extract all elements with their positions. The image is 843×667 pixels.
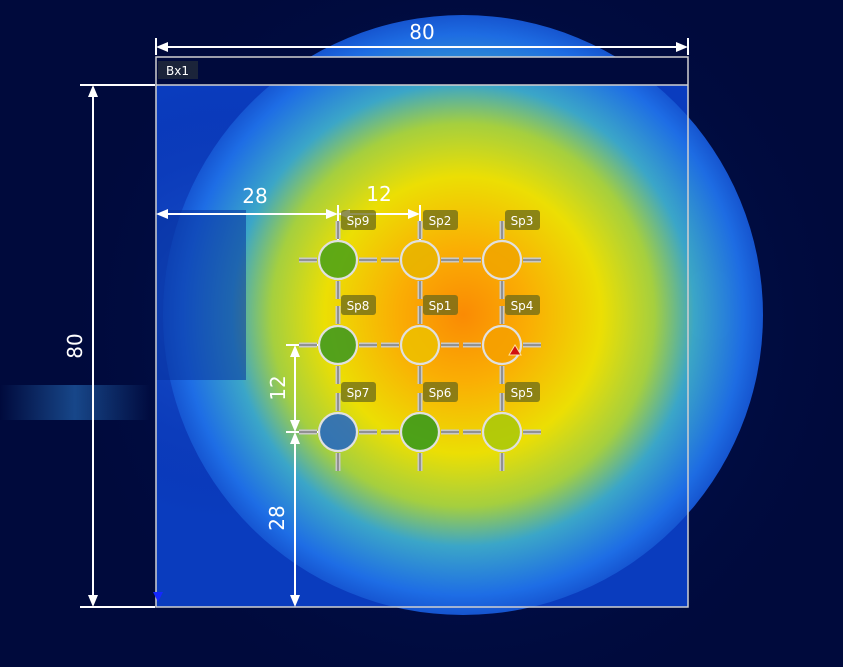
box-width-value: 80 [409,20,434,44]
min-temp-marker [153,592,163,602]
dimension-box-height [80,84,155,608]
spot-sp5[interactable]: Sp5 [463,382,541,471]
offset-y-value: 28 [265,505,289,530]
measurement-box[interactable] [155,56,689,608]
box-label[interactable]: Bx1 [166,64,189,78]
spot-label[interactable]: Sp7 [347,386,370,400]
spot-label[interactable]: Sp9 [347,214,370,228]
spot-marker[interactable] [399,239,441,281]
box-header-strip [156,57,688,85]
spot-label-bg [505,295,540,315]
spot-label[interactable]: Sp2 [429,214,452,228]
dimension-box-width [155,38,689,55]
spot-label[interactable]: Sp3 [511,214,534,228]
spot-label-bg [341,210,376,230]
spot-label[interactable]: Sp6 [429,386,452,400]
spacing-y-value: 12 [266,375,290,400]
spot-label[interactable]: Sp1 [429,299,452,313]
spot-marker[interactable] [481,239,523,281]
box-height-value: 80 [63,333,87,358]
spot-sp8[interactable]: Sp8 [299,295,377,384]
heat-zone [163,15,763,615]
spot-marker[interactable] [317,411,359,453]
spacing-x-value: 12 [366,182,391,206]
spot-label-bg [341,382,376,402]
spot-sp9[interactable]: Sp9 [299,210,377,299]
spot-label-bg [341,295,376,315]
spot-label-bg [505,382,540,402]
spot-label-bg [423,382,458,402]
spot-marker[interactable] [317,239,359,281]
spot-label[interactable]: Sp8 [347,299,370,313]
spot-marker[interactable] [481,411,523,453]
spot-marker[interactable] [399,411,441,453]
box-label-bg [158,61,198,79]
spot-sp2[interactable]: Sp2 [381,210,459,299]
spot-label-bg [423,210,458,230]
spot-label-bg [423,295,458,315]
max-temp-marker [508,344,522,356]
spot-marker[interactable] [317,324,359,366]
left-reflection [0,385,150,420]
spot-sp7[interactable]: Sp7 [299,382,377,471]
spot-label-bg [505,210,540,230]
spot-label[interactable]: Sp4 [511,299,534,313]
spot-sp3[interactable]: Sp3 [463,210,541,299]
spot-grid: Sp9 Sp2 Sp3 Sp8 Sp1 Sp4 Sp7 Sp6 Sp5 [299,210,541,471]
spot-sp1[interactable]: Sp1 [381,295,459,384]
spot-label[interactable]: Sp5 [511,386,534,400]
dimension-offset-y [290,432,300,607]
spot-marker[interactable] [399,324,441,366]
offset-x-value: 28 [242,184,267,208]
spot-sp6[interactable]: Sp6 [381,382,459,471]
cool-object-shadow [156,210,246,380]
